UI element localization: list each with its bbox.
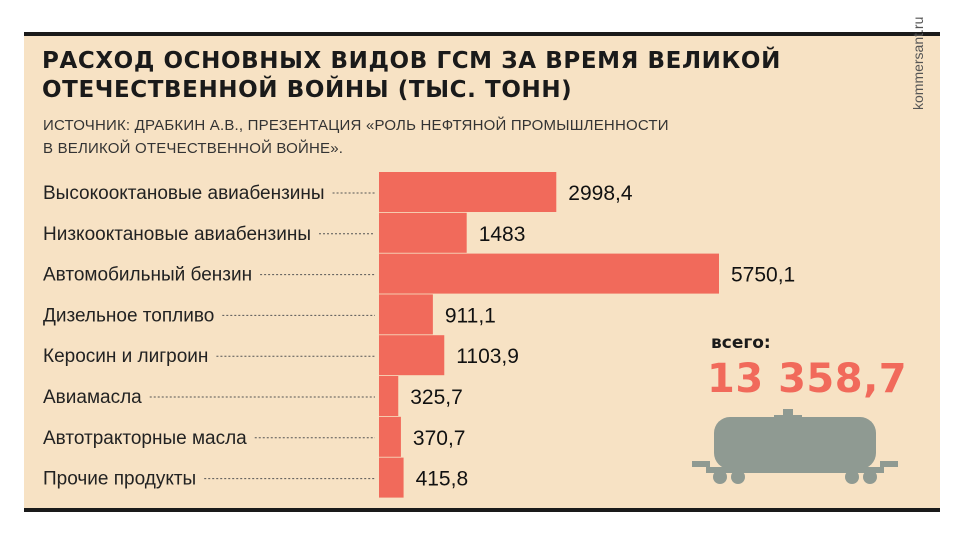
total-value: 13 358,7 — [707, 356, 908, 402]
chart-title-line-1: РАСХОД ОСНОВНЫХ ВИДОВ ГСМ ЗА ВРЕМЯ ВЕЛИК… — [42, 48, 781, 74]
bar-3 — [379, 294, 433, 335]
bar-5 — [379, 376, 399, 416]
bar-2 — [379, 253, 719, 294]
value-label-7: 415,8 — [416, 468, 469, 491]
value-label-1: 1483 — [479, 223, 526, 246]
category-label-7: Прочие продукты — [43, 469, 196, 490]
source-line-2: В ВЕЛИКОЙ ОТЕЧЕСТВЕННОЙ ВОЙНЕ». — [43, 140, 344, 157]
category-label-4: Керосин и лигроин — [43, 346, 208, 367]
bar-1 — [379, 212, 467, 253]
category-label-0: Высокооктановые авиабензины — [43, 183, 325, 204]
value-label-2: 5750,1 — [731, 264, 795, 287]
chart-title-line-2: ОТЕЧЕСТВЕННОЙ ВОЙНЫ (ТЫС. ТОНН) — [42, 77, 573, 103]
source-line-1: ИСТОЧНИК: ДРАБКИН А.В., ПРЕЗЕНТАЦИЯ «РОЛ… — [43, 117, 669, 134]
total-label: всего: — [711, 333, 771, 353]
category-label-3: Дизельное топливо — [43, 305, 214, 326]
category-label-5: Авиамасла — [43, 387, 142, 408]
value-label-3: 911,1 — [445, 304, 496, 327]
bar-4 — [379, 335, 445, 376]
value-label-4: 1103,9 — [456, 345, 519, 368]
tank-car-icon — [692, 409, 898, 484]
bar-6 — [379, 416, 401, 457]
category-label-1: Низкооктановые авиабензины — [43, 224, 311, 245]
bar-0 — [379, 172, 557, 212]
category-label-6: Автотракторные масла — [43, 428, 247, 449]
value-label-6: 370,7 — [413, 427, 466, 450]
bar-7 — [379, 457, 404, 498]
value-label-0: 2998,4 — [568, 182, 633, 205]
value-label-5: 325,7 — [410, 386, 463, 409]
category-label-2: Автомобильный бензин — [43, 265, 252, 286]
